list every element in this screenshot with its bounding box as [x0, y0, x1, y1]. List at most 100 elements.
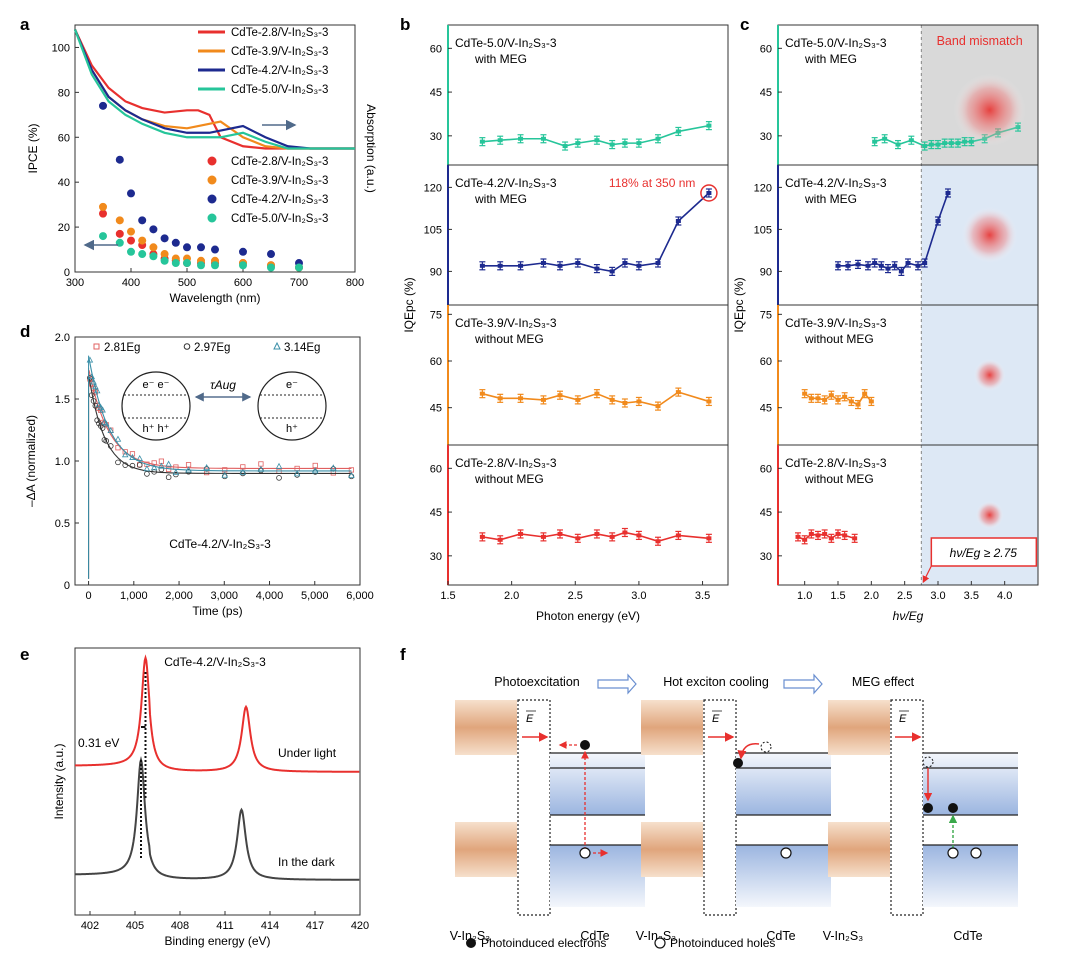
glow-circle [961, 207, 1018, 263]
legend-marker [93, 343, 100, 350]
iqe-point [892, 263, 898, 268]
legend-label: 3.14Eg [284, 342, 320, 354]
iqe-point [922, 261, 928, 265]
y-tick-label: 60 [58, 132, 70, 144]
panel-letter-a: a [20, 15, 30, 34]
iqe-point [968, 139, 974, 144]
y-tick-label: 90 [430, 266, 442, 278]
data-point [136, 454, 143, 461]
iqe-point [675, 533, 681, 538]
iqe-point [878, 263, 884, 268]
legend-line-label: CdTe-3.9/V-In₂S₃-3 [231, 46, 328, 58]
tan-band-upper [641, 700, 703, 755]
iqe-point [479, 534, 485, 539]
iqe-point [855, 402, 861, 407]
field-label: E [712, 713, 720, 725]
iqe-point [497, 396, 503, 401]
step-label: Hot exciton cooling [663, 675, 769, 689]
y-tick-label: 60 [430, 463, 442, 475]
legend-marker [183, 343, 191, 350]
iqe-point [594, 391, 600, 396]
data-point [99, 425, 106, 431]
iqe-point [835, 263, 841, 268]
left-material-label: V-In₂S₃ [823, 929, 864, 943]
ipce-point [239, 261, 247, 270]
y-axis-label: –ΔA (normalized) [24, 415, 38, 507]
subplot-sublabel: without MEG [474, 332, 544, 346]
panel-b-chart: 30 45 60 CdTe-5.0/V-In₂S₃-3 with MEG 90 105 120… [402, 24, 729, 623]
subplot-sublabel: with MEG [804, 52, 857, 66]
iqe-point [622, 530, 628, 535]
x-tick-label: 1,000 [120, 590, 148, 602]
x-tick-label: 411 [216, 920, 234, 932]
legend-label: 2.81Eg [104, 342, 140, 354]
subplot-label: CdTe-5.0/V-In₂S₃-3 [785, 36, 887, 50]
absorption-line [73, 29, 355, 150]
legend-line-label: CdTe-4.2/V-In₂S₃-3 [231, 65, 328, 77]
panel-letter-d: d [20, 322, 30, 341]
legend-point-label: CdTe-2.8/V-In₂S₃-3 [231, 156, 328, 168]
iqe-point [802, 537, 808, 542]
legend-marker [273, 341, 281, 350]
legend-line-label: CdTe-2.8/V-In₂S₃-3 [231, 27, 328, 39]
iqe-point [872, 261, 878, 265]
iqe-point [848, 399, 854, 404]
iqe-point [655, 261, 661, 265]
subplot-label: CdTe-3.9/V-In₂S₃-3 [455, 316, 557, 330]
iqe-point [557, 531, 563, 536]
y-tick-label: 60 [760, 463, 772, 475]
iqe-point [636, 399, 642, 404]
iqe-point [575, 141, 581, 146]
inset-electrons-right: e⁻ [286, 379, 298, 391]
y-tick-label: 1.0 [55, 456, 70, 468]
data-point [90, 378, 97, 385]
x-tick-label: 3.5 [695, 590, 710, 602]
step-arrow [597, 673, 637, 695]
iqe-point [942, 141, 948, 146]
ipce-point [171, 238, 180, 247]
ipce-point [138, 250, 147, 259]
legend-point-swatch [207, 175, 217, 185]
ipce-point [138, 216, 147, 225]
data-point [103, 438, 110, 444]
data-point [122, 462, 129, 468]
subplot-sublabel: with MEG [804, 192, 857, 206]
fit-line [88, 358, 352, 472]
iqe-point [518, 263, 524, 268]
y-tick-label: 120 [754, 182, 772, 194]
data-point [166, 466, 172, 473]
series-label-light: Under light [278, 746, 337, 760]
iqe-point [655, 404, 661, 409]
iqe-point [815, 533, 821, 538]
data-point [102, 420, 110, 427]
iqe-point [609, 269, 615, 274]
series-label-dark: In the dark [278, 855, 336, 869]
legend-point-swatch [207, 213, 217, 223]
iqe-point [842, 394, 848, 399]
x-tick-label: 405 [126, 920, 144, 932]
iqe-point [675, 129, 681, 134]
fit-line [88, 376, 352, 474]
iqe-point [497, 537, 503, 542]
data-point [93, 387, 101, 394]
iqe-point [518, 136, 524, 141]
data-point [276, 475, 282, 481]
x-tick-label: 700 [290, 277, 308, 289]
ipce-point [267, 263, 275, 272]
ipce-point [99, 101, 107, 110]
legend-point-swatch [207, 156, 217, 166]
iqe-point [609, 142, 615, 147]
iqe-point [872, 139, 878, 144]
inset-holes-left: h⁺ h⁺ [143, 423, 170, 435]
legend-point-label: CdTe-4.2/V-In₂S₃-3 [231, 194, 328, 206]
y-tick-label: 60 [760, 356, 772, 368]
y-tick-label: 120 [424, 182, 442, 194]
cdte-conduction-band [923, 753, 1018, 815]
legend-electron-label: Photoinduced electrons [481, 936, 606, 950]
y-tick-label: 45 [430, 87, 442, 99]
iqe-point [955, 141, 961, 146]
legend-point-label: CdTe-5.0/V-In₂S₃-3 [231, 213, 328, 225]
y-tick-label: 30 [430, 551, 442, 563]
data-point [221, 471, 229, 478]
ipce-point [99, 232, 107, 241]
